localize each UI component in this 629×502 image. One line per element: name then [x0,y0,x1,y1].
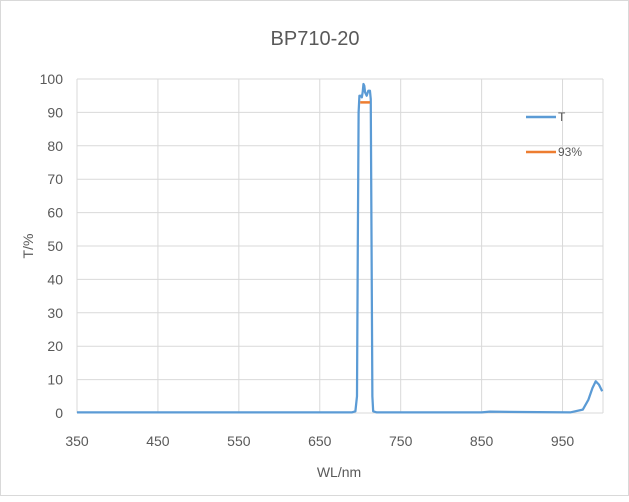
y-tick-label: 90 [47,104,63,120]
legend-label: 93% [558,145,582,159]
y-tick-label: 40 [47,271,63,287]
y-axis-label: T/% [20,234,36,259]
y-tick-labels: 0 10 20 30 40 50 60 70 80 90 100 [40,71,64,421]
x-tick-label: 650 [308,433,332,449]
x-tick-label: 550 [227,433,251,449]
y-tick-label: 70 [47,171,63,187]
x-tick-label: 850 [470,433,494,449]
y-tick-label: 50 [47,238,63,254]
chart-title: BP710-20 [271,28,360,50]
y-tick-label: 60 [47,205,63,221]
y-tick-label: 80 [47,138,63,154]
series-line-T [77,82,604,414]
x-tick-labels: 350 450 550 650 750 850 950 [65,433,574,449]
gridlines [76,78,604,414]
series-lines [77,82,604,414]
x-axis-label: WL/nm [317,464,361,480]
y-tick-label: 30 [47,305,63,321]
x-tick-label: 350 [65,433,89,449]
x-tick-label: 450 [146,433,170,449]
x-tick-label: 950 [551,433,575,449]
y-tick-label: 100 [40,71,64,87]
legend-label: T [558,110,566,124]
y-tick-label: 0 [55,405,63,421]
y-tick-label: 20 [47,338,63,354]
y-tick-label: 10 [47,372,63,388]
legend: T 93% [526,110,582,159]
x-tick-label: 750 [389,433,413,449]
